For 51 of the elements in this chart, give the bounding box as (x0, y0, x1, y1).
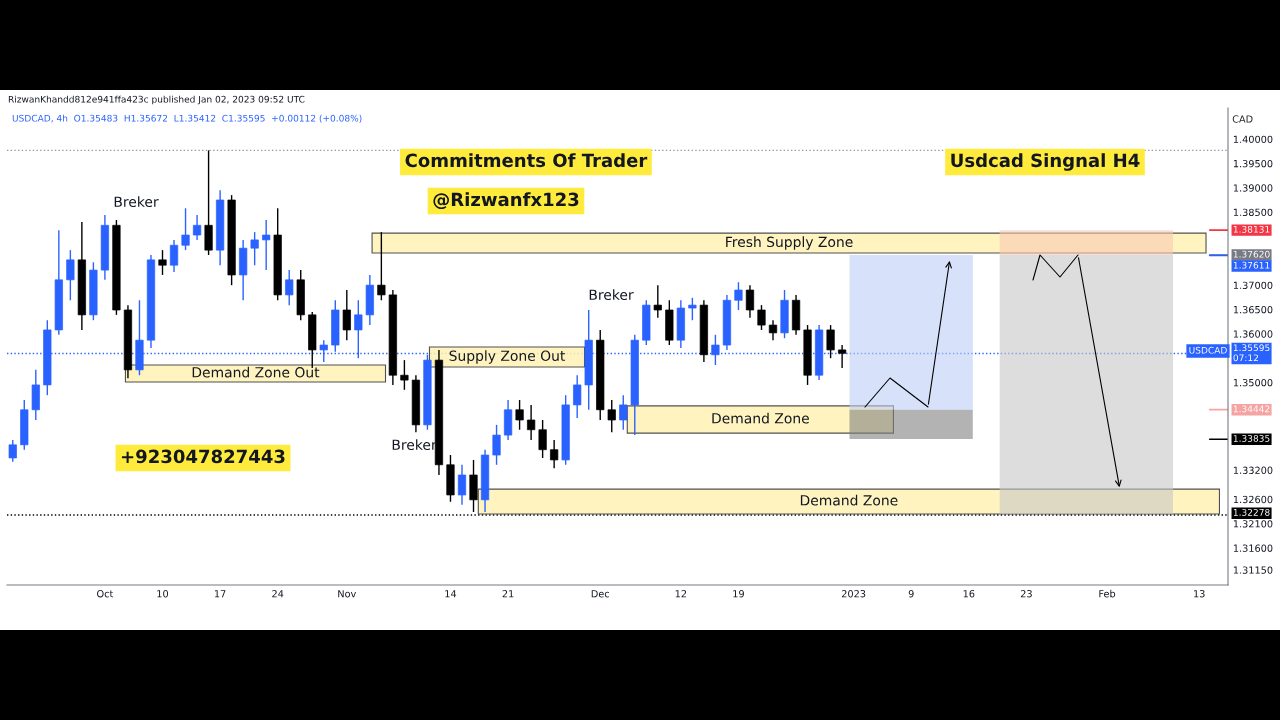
x-tick-label: 19 (733, 590, 744, 598)
x-tick-label: 10 (157, 590, 169, 598)
annotation: USDCAD, 4h O1.35483 H1.35672 L1.35412 C1.35595 +0.00112 (+0.08%) (12, 114, 362, 123)
band-label: Demand Zone (712, 412, 809, 424)
x-tick-label: Dec (591, 590, 610, 598)
y-tick-label: 1.35000 (1233, 379, 1273, 387)
annotation: @Rizwanfx123 (433, 192, 579, 210)
y-tick-label: 1.39500 (1233, 159, 1273, 168)
annotation: +923047827443 (121, 449, 285, 464)
y-tick-label: 1.31600 (1233, 544, 1273, 552)
y-tick-label: 1.39000 (1233, 184, 1273, 192)
ref-line-label: 1.33835 (1233, 435, 1270, 442)
x-tick-label: 13 (1194, 590, 1205, 598)
y-tick-label: 1.40000 (1233, 135, 1273, 143)
x-tick-label: 23 (1020, 590, 1032, 598)
annotation: Breker (589, 289, 634, 301)
annotation: Breker (114, 196, 159, 208)
ref-line-label: 1.34442 (1233, 405, 1270, 413)
annotation: USDCAD (1189, 346, 1227, 354)
y-tick-label: 1.36000 (1233, 330, 1273, 338)
band-label: Demand Zone (800, 494, 898, 506)
band-label: Supply Zone Out (449, 350, 566, 364)
ref-line-label: 1.38131 (1233, 225, 1270, 233)
y-axis-title: CAD (1232, 115, 1253, 123)
x-tick-label: Oct (97, 590, 114, 598)
band-label: Fresh Supply Zone (726, 236, 853, 250)
x-tick-label: 21 (502, 590, 514, 598)
ref-line-label: 1.37611 (1233, 261, 1270, 269)
y-tick-label: 1.31150 (1233, 566, 1273, 574)
x-tick-label: 14 (445, 590, 457, 598)
ref-line-label: 1.37620 (1233, 250, 1270, 258)
x-tick-label: 12 (675, 590, 687, 598)
band-label: Demand Zone Out (192, 366, 320, 378)
y-tick-label: 1.37000 (1233, 281, 1273, 289)
y-tick-label: 1.33200 (1233, 466, 1273, 474)
x-tick-label: 16 (963, 590, 975, 598)
text: Commitments Of Trader (405, 153, 648, 168)
y-tick-label: 1.36500 (1233, 305, 1273, 314)
ref-line-label: 1.35595 07:12 (1233, 344, 1270, 362)
x-tick-label: 2023 (841, 590, 866, 598)
x-tick-label: Feb (1099, 589, 1116, 598)
x-tick-label: 9 (908, 590, 914, 598)
y-tick-label: 1.32600 (1233, 495, 1273, 504)
x-tick-label: Nov (338, 590, 356, 598)
annotation: Usdcad Singnal H4 (951, 153, 1140, 171)
y-tick-label: 1.38500 (1233, 208, 1273, 216)
ref-line-label: 1.32278 (1233, 508, 1270, 516)
text: RizwanKhandd812e941ffa423c published Jan 02, 2023 09:52 UTC (8, 95, 305, 105)
x-tick-label: 24 (272, 590, 284, 598)
y-tick-label: 1.32100 (1233, 520, 1273, 528)
x-tick-label: 17 (214, 590, 226, 598)
